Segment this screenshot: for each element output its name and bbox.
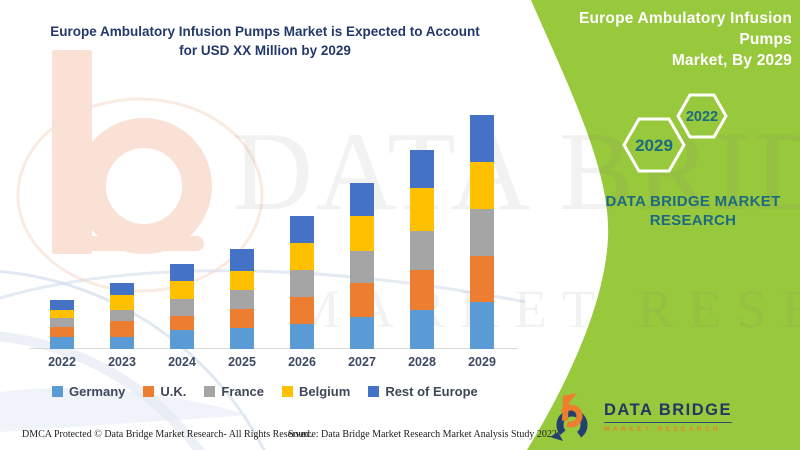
legend-swatch — [282, 386, 294, 397]
chart-title-line1: Europe Ambulatory Infusion Pumps Market … — [50, 24, 480, 39]
legend-swatch — [368, 386, 380, 397]
legend-item-u-k-: U.K. — [143, 384, 186, 399]
stacked-bar-2025 — [230, 249, 254, 349]
bar-segment-u-k- — [350, 283, 374, 317]
bar-segment-rest-of-europe — [290, 216, 314, 243]
bar-segment-germany — [170, 330, 194, 349]
peach-b-watermark-base — [52, 236, 204, 251]
stacked-bar-2023 — [110, 283, 134, 349]
data-bridge-logo: DATA BRIDGE MARKET RESEARCH — [548, 392, 733, 442]
x-axis-label-2028: 2028 — [408, 355, 436, 369]
hexagon-2022 — [676, 93, 728, 139]
year-hexagons: 2022 2029 — [622, 93, 728, 173]
legend-label: Belgium — [299, 384, 351, 399]
brand-wordmark-line2: RESEARCH — [649, 212, 737, 229]
chart-title-line2: for USD XX Million by 2029 — [179, 43, 351, 58]
logo-subtitle: MARKET RESEARCH — [604, 426, 722, 433]
bar-segment-u-k- — [410, 270, 434, 310]
bar-segment-belgium — [350, 216, 374, 251]
bar-segment-rest-of-europe — [170, 264, 194, 281]
bar-segment-france — [230, 290, 254, 309]
stacked-bar-2024 — [170, 264, 194, 349]
bar-segment-germany — [410, 310, 434, 349]
x-axis-label-2024: 2024 — [168, 355, 196, 369]
brand-wordmark: DATA BRIDGE MARKET RESEARCH — [598, 192, 788, 230]
bar-segment-belgium — [230, 271, 254, 290]
logo-text: DATA BRIDGE MARKET RESEARCH — [604, 401, 733, 433]
stacked-bar-2029 — [470, 115, 494, 349]
bar-segment-belgium — [110, 295, 134, 310]
legend-swatch — [204, 386, 216, 397]
bar-segment-germany — [110, 337, 134, 349]
bar-segment-france — [470, 209, 494, 256]
bar-segment-france — [290, 270, 314, 297]
bar-segment-germany — [350, 317, 374, 349]
bar-segment-rest-of-europe — [410, 150, 434, 188]
legend-item-germany: Germany — [52, 384, 125, 399]
x-axis-label-2026: 2026 — [288, 355, 316, 369]
bar-segment-belgium — [470, 162, 494, 209]
x-axis-label-2027: 2027 — [348, 355, 376, 369]
bar-segment-france — [50, 318, 74, 327]
legend-item-belgium: Belgium — [282, 384, 350, 399]
bar-segment-france — [110, 310, 134, 321]
legend-item-france: France — [204, 384, 264, 399]
bar-segment-rest-of-europe — [230, 249, 254, 271]
bar-segment-u-k- — [170, 316, 194, 330]
bar-segment-u-k- — [50, 327, 74, 337]
stacked-bar-2022 — [50, 300, 74, 349]
bar-segment-u-k- — [470, 256, 494, 302]
panel-title: Europe Ambulatory Infusion Pumps Market,… — [538, 8, 792, 71]
legend-label: Germany — [69, 384, 126, 399]
legend-item-rest-of-europe: Rest of Europe — [368, 384, 478, 399]
bar-segment-rest-of-europe — [350, 183, 374, 216]
bar-segment-belgium — [50, 310, 74, 318]
logo-name: DATA BRIDGE — [604, 401, 733, 423]
stacked-bar-2028 — [410, 150, 434, 349]
dmca-notice: DMCA Protected © Data Bridge Market Rese… — [22, 429, 313, 440]
x-axis-label-2022: 2022 — [48, 355, 76, 369]
data-bridge-logo-icon — [550, 393, 588, 441]
bar-segment-u-k- — [230, 309, 254, 328]
bar-segment-germany — [470, 302, 494, 349]
bar-segment-germany — [290, 324, 314, 349]
stacked-bar-chart: 2022 2023 2024 2025 2026 2027 2028 2029 — [30, 115, 518, 369]
source-note: Source: Data Bridge Market Research Mark… — [288, 429, 557, 440]
bar-segment-france — [170, 299, 194, 316]
chart-title: Europe Ambulatory Infusion Pumps Market … — [0, 22, 530, 60]
legend-swatch — [52, 386, 63, 397]
bar-segment-rest-of-europe — [110, 283, 134, 295]
hexagon-2022-label: 2022 — [686, 109, 718, 125]
legend-swatch — [143, 386, 155, 397]
legend-label: France — [221, 384, 265, 399]
stacked-bar-2026 — [290, 216, 314, 349]
hexagon-2029-label: 2029 — [635, 136, 673, 155]
bar-segment-france — [410, 231, 434, 270]
legend-label: Rest of Europe — [385, 384, 478, 399]
x-axis-label-2023: 2023 — [108, 355, 136, 369]
bar-segment-rest-of-europe — [50, 300, 74, 310]
panel-title-line1: Europe Ambulatory Infusion Pumps — [578, 10, 792, 48]
panel-title-line2: Market, By 2029 — [671, 52, 792, 69]
x-axis-line — [30, 348, 518, 349]
bar-segment-belgium — [410, 188, 434, 231]
legend-label: U.K. — [160, 384, 187, 399]
bar-segment-germany — [230, 328, 254, 349]
stacked-bar-2027 — [350, 183, 374, 349]
hexagon-2029 — [622, 117, 686, 173]
x-axis-label-2029: 2029 — [468, 355, 496, 369]
bar-segment-germany — [50, 337, 74, 349]
bar-segment-france — [350, 251, 374, 283]
bar-segment-belgium — [170, 281, 194, 299]
bar-segment-u-k- — [290, 297, 314, 324]
brand-wordmark-line1: DATA BRIDGE MARKET — [605, 193, 781, 210]
chart-legend: Germany U.K. France Belgium Rest of Europe — [52, 384, 522, 399]
bar-segment-rest-of-europe — [470, 115, 494, 162]
bar-segment-u-k- — [110, 321, 134, 337]
bar-segment-belgium — [290, 243, 314, 270]
x-axis-label-2025: 2025 — [228, 355, 256, 369]
